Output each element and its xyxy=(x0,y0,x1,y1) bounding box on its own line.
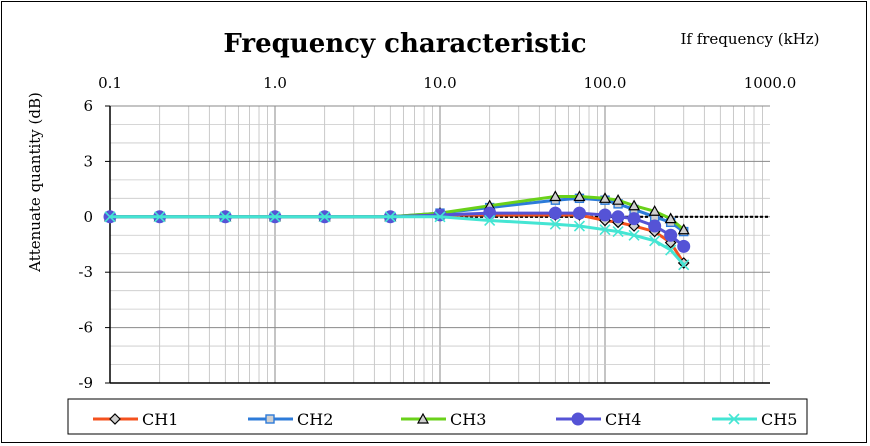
ch5-point xyxy=(154,211,166,223)
ch5-point-stroke xyxy=(104,211,116,223)
ch5-point xyxy=(728,413,740,425)
ch4-point xyxy=(627,212,641,226)
ch4-point xyxy=(571,412,585,426)
x-tick-label: 1000.0 xyxy=(744,74,797,92)
ch5-point-stroke xyxy=(384,211,396,223)
series-ch5 xyxy=(104,211,690,271)
ch5-point xyxy=(319,211,331,223)
ch3-point xyxy=(598,192,612,203)
y-tick-label: 6 xyxy=(83,97,93,115)
ch5-point-stroke xyxy=(269,211,281,223)
ch5-point xyxy=(665,244,677,256)
series-layer xyxy=(103,190,691,271)
ch1-point xyxy=(109,413,121,425)
ch4-point xyxy=(548,206,562,220)
ch3-point xyxy=(648,205,661,216)
y-tick-label: -3 xyxy=(78,263,93,281)
ch5-point xyxy=(573,220,586,232)
ch5-point-stroke xyxy=(434,211,446,223)
chart-title: Frequency characteristic xyxy=(223,29,586,59)
y-tick-label: 3 xyxy=(83,152,93,170)
legend-label-ch2: CH2 xyxy=(297,410,333,429)
ch5-point xyxy=(434,211,446,223)
ch5-point xyxy=(384,211,396,223)
ch4-point xyxy=(677,239,691,253)
ch5-point-stroke xyxy=(319,211,331,223)
ch5-point-stroke xyxy=(549,218,561,230)
series-line-ch5 xyxy=(110,215,685,266)
ch4-point xyxy=(648,219,662,233)
ch5-point xyxy=(599,224,611,236)
legend-item-ch2: CH2 xyxy=(248,410,333,429)
ch5-point-stroke xyxy=(665,244,677,256)
ch4-point xyxy=(598,208,612,222)
ch5-point-stroke xyxy=(154,211,166,223)
x-axis-title: If frequency (kHz) xyxy=(680,30,819,48)
ch5-point-stroke xyxy=(612,226,624,238)
x-tick-label: 10.0 xyxy=(423,74,456,92)
ch5-point xyxy=(484,214,496,227)
legend-label-ch3: CH3 xyxy=(450,410,486,429)
y-axis-title: Attenuate quantity (dB) xyxy=(26,92,44,273)
ch4-point xyxy=(572,206,586,220)
ch5-point-stroke xyxy=(628,229,640,241)
y-tick-label: -6 xyxy=(78,319,93,337)
x-tick-label: 1.0 xyxy=(263,74,287,92)
x-tick-label: 0.1 xyxy=(98,74,122,92)
legend-item-ch1: CH1 xyxy=(93,410,178,429)
legend-item-ch5: CH5 xyxy=(712,410,797,429)
ch5-point-stroke xyxy=(573,220,586,232)
ch5-point xyxy=(104,211,116,223)
ch3-point xyxy=(612,193,625,205)
ch5-point-stroke xyxy=(219,211,231,223)
ch4-point xyxy=(664,228,678,242)
ch5-point xyxy=(678,259,690,271)
ch5-point-stroke xyxy=(599,224,611,236)
ch4-point xyxy=(433,208,447,222)
ch3-point xyxy=(549,190,562,202)
legend: CH1 CH2 CH3 CH4 CH5 xyxy=(93,410,797,429)
legend-label-ch5: CH5 xyxy=(761,410,797,429)
legend-box xyxy=(67,398,808,435)
x-tick-label: 100.0 xyxy=(584,74,627,92)
ch2-point xyxy=(265,414,275,424)
ch5-point xyxy=(612,226,624,238)
ch5-point xyxy=(549,218,561,230)
ch3-point xyxy=(573,190,586,202)
ch3-point xyxy=(664,212,677,224)
legend-label-ch1: CH1 xyxy=(142,410,178,429)
ch5-point-stroke xyxy=(678,259,690,271)
ch4-point xyxy=(611,210,625,224)
legend-item-ch4: CH4 xyxy=(556,410,641,429)
legend-item-ch3: CH3 xyxy=(401,410,486,429)
y-tick-label: 0 xyxy=(83,208,93,226)
ch3-point xyxy=(628,199,641,211)
ch5-point xyxy=(628,229,640,241)
y-tick-label: -9 xyxy=(78,374,93,392)
ch3-point xyxy=(416,412,430,424)
ch5-point xyxy=(219,211,231,223)
ch5-point xyxy=(269,211,281,223)
ch5-point-stroke xyxy=(728,413,740,425)
ch3-point xyxy=(677,223,690,235)
legend-label-ch4: CH4 xyxy=(605,410,641,429)
ch5-point xyxy=(649,235,661,247)
ch5-point-stroke xyxy=(649,235,661,247)
ch5-point-stroke xyxy=(484,214,496,227)
